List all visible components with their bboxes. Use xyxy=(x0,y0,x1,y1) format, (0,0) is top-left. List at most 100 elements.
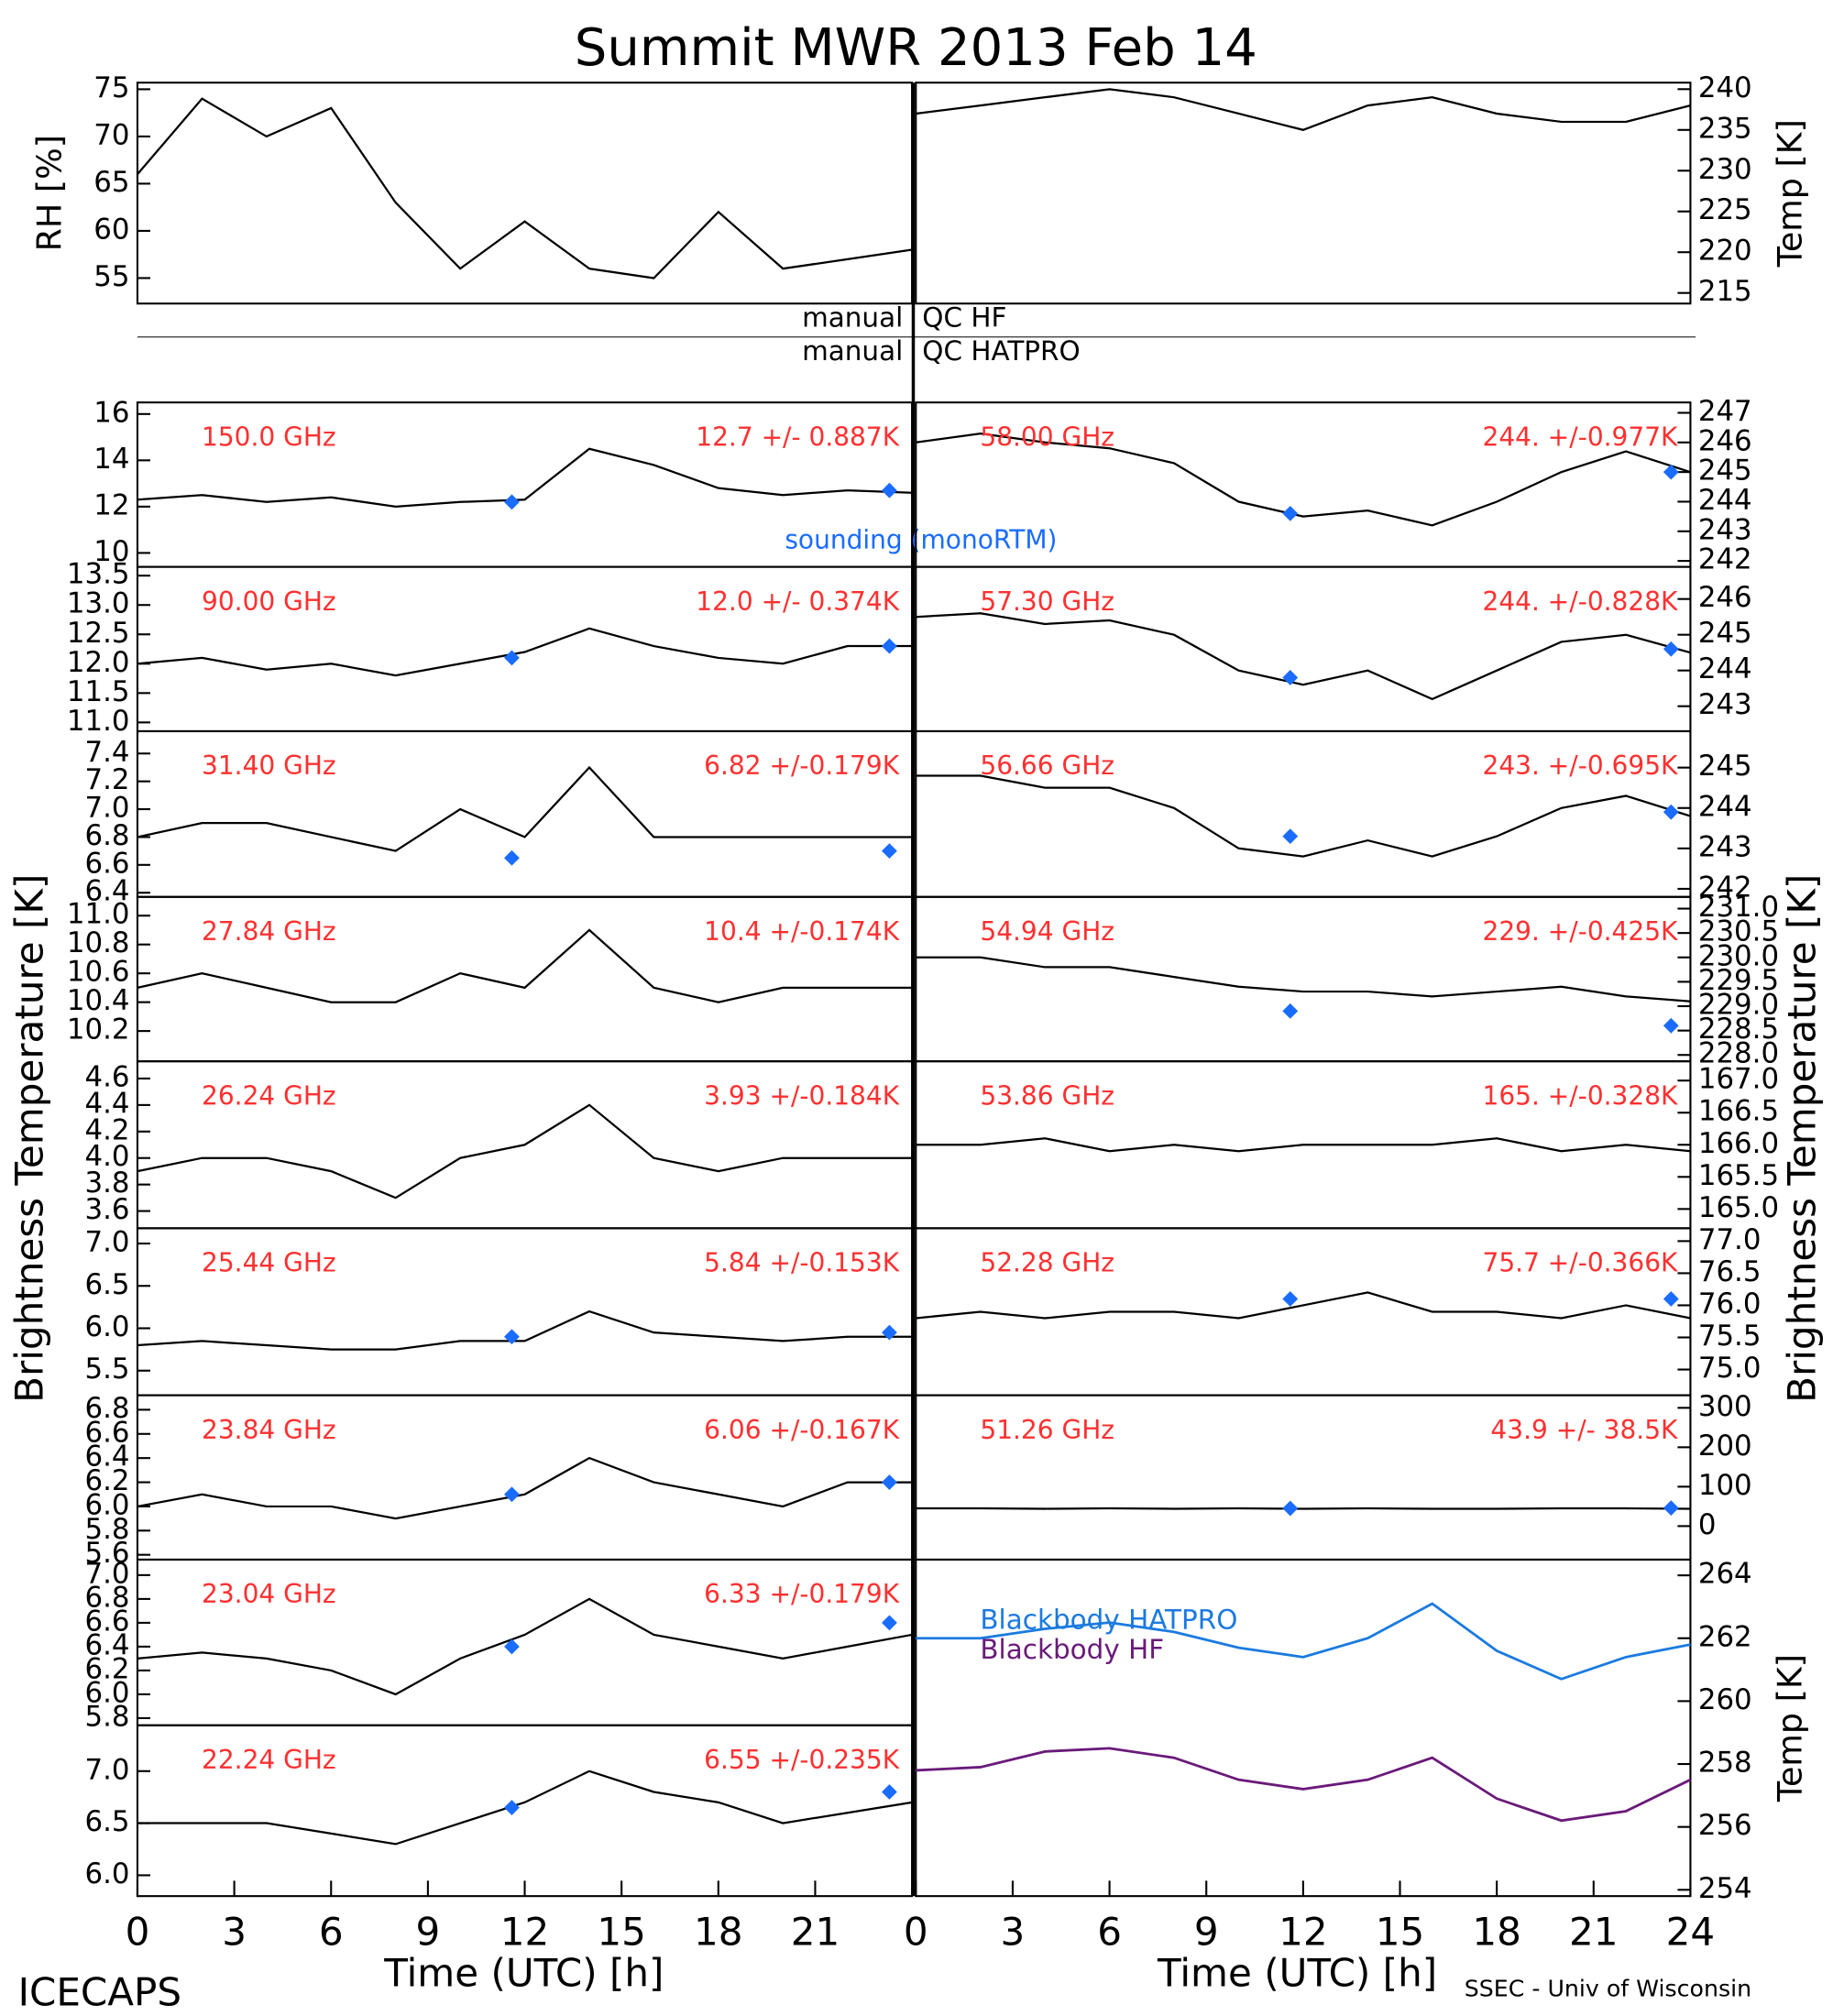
y-tick-label: 258 xyxy=(1698,1747,1752,1780)
frequency-label: 56.66 GHz xyxy=(980,751,1114,781)
stats-label: 3.93 +/-0.184K xyxy=(704,1080,900,1111)
frequency-label: 27.84 GHz xyxy=(202,916,336,947)
qc-label: manual xyxy=(802,302,903,334)
stats-label: 6.82 +/-0.179K xyxy=(704,751,900,781)
y-tick-label: 235 xyxy=(1698,112,1752,145)
y-tick-label: 6.6 xyxy=(85,1416,130,1449)
y-tick-label: 100 xyxy=(1698,1469,1752,1502)
x-axis-label: Time (UTC) [h] xyxy=(1157,1951,1437,1996)
y-tick-label: 12.5 xyxy=(67,617,130,650)
y-tick-label: 75.5 xyxy=(1698,1320,1762,1353)
frequency-label: 150.0 GHz xyxy=(202,422,336,452)
y-tick-label: 225 xyxy=(1698,193,1752,226)
x-tick-label: 9 xyxy=(416,1910,441,1955)
x-tick-label: 18 xyxy=(1472,1910,1520,1955)
data-line xyxy=(916,612,1691,701)
y-tick-label: 13.5 xyxy=(67,558,130,591)
y-tick-label: 215 xyxy=(1698,275,1752,308)
y-tick-label: 10.8 xyxy=(67,926,130,959)
y-tick-label: 75.0 xyxy=(1698,1352,1762,1385)
frequency-label: 58.00 GHz xyxy=(980,422,1114,452)
x-tick-label: 3 xyxy=(222,1910,247,1955)
y-tick-label: 300 xyxy=(1698,1390,1752,1423)
y-tick-label: 6.0 xyxy=(85,1488,130,1521)
y-tick-label: 16 xyxy=(93,396,129,429)
data-line xyxy=(916,1747,1692,1823)
sounding-label: sounding (monoRTM) xyxy=(785,525,1057,555)
x-tick-label: 15 xyxy=(597,1910,645,1955)
y-tick-label: 6.2 xyxy=(85,1652,130,1685)
y-tick-label: 6.2 xyxy=(85,1464,130,1497)
title: Summit MWR 2013 Feb 14 xyxy=(575,18,1257,78)
x-tick-label: 6 xyxy=(1097,1910,1122,1955)
y-tick-label: 6.0 xyxy=(85,1676,130,1709)
y-tick-label: 77.0 xyxy=(1698,1223,1762,1256)
data-line xyxy=(916,88,1691,131)
y-tick-label: 231.0 xyxy=(1698,891,1779,924)
sounding-point xyxy=(504,650,520,666)
y-tick-label: 229.5 xyxy=(1698,964,1779,997)
y-tick-label: 76.5 xyxy=(1698,1255,1762,1288)
frequency-label: 57.30 GHz xyxy=(980,586,1114,617)
x-tick-label: 0 xyxy=(126,1910,150,1955)
y-tick-label: 10.4 xyxy=(67,984,130,1017)
x-tick-label: 21 xyxy=(791,1910,840,1955)
y-tick-label: 244 xyxy=(1698,790,1752,823)
y-tick-label: 200 xyxy=(1698,1430,1752,1463)
y-tick-label: 247 xyxy=(1698,395,1752,428)
stats-label: 165. +/-0.328K xyxy=(1483,1080,1679,1111)
sounding-point xyxy=(1282,670,1299,685)
x-axis-label: Time (UTC) [h] xyxy=(383,1951,664,1996)
y-tick-label: 5.6 xyxy=(85,1537,130,1570)
sounding-point xyxy=(504,1800,520,1815)
y-axis-label: Brightness Temperature [K] xyxy=(7,874,52,1403)
data-line xyxy=(916,1602,1691,1681)
sounding-point xyxy=(1663,464,1679,480)
data-line xyxy=(137,1597,913,1696)
y-tick-label: 11.0 xyxy=(67,705,130,738)
sounding-point xyxy=(882,482,897,499)
data-line xyxy=(137,765,913,852)
stats-label: 244. +/-0.828K xyxy=(1483,586,1679,617)
qc-label: QC HF xyxy=(922,302,1006,334)
sounding-point xyxy=(1282,828,1299,845)
y-tick-label: 245 xyxy=(1698,617,1752,650)
y-tick-label: 240 xyxy=(1698,71,1752,104)
y-tick-label: 6.8 xyxy=(85,1581,130,1614)
sounding-point xyxy=(504,1486,520,1503)
qc-label: QC HATPRO xyxy=(922,335,1080,367)
x-tick-label: 12 xyxy=(1279,1910,1327,1955)
y-tick-label: 6.6 xyxy=(85,1605,130,1638)
panel-frame xyxy=(915,82,1692,305)
y-axis-label: Brightness Temperature [K] xyxy=(1780,874,1825,1403)
data-line xyxy=(916,432,1691,527)
stats-label: 243. +/-0.695K xyxy=(1483,751,1679,781)
y-tick-label: 7.2 xyxy=(85,763,130,796)
y-tick-label: 6.8 xyxy=(85,819,130,852)
y-tick-label: 7.0 xyxy=(85,1557,130,1590)
y-tick-label: 6.0 xyxy=(85,1857,130,1890)
frequency-label: 54.94 GHz xyxy=(980,916,1114,947)
y-tick-label: 12.0 xyxy=(67,646,130,679)
y-tick-label: 7.0 xyxy=(85,792,130,825)
y-axis-label: RH [%] xyxy=(30,135,70,251)
stats-label: 75.7 +/-0.366K xyxy=(1483,1248,1679,1278)
y-tick-label: 242 xyxy=(1698,871,1752,904)
y-tick-label: 256 xyxy=(1698,1809,1752,1842)
y-tick-label: 165.5 xyxy=(1698,1159,1779,1192)
sounding-point xyxy=(882,1324,897,1341)
y-tick-label: 4.2 xyxy=(85,1113,130,1146)
y-tick-label: 264 xyxy=(1698,1558,1752,1591)
data-line xyxy=(137,928,913,1003)
y-tick-label: 7.0 xyxy=(85,1226,130,1259)
data-line xyxy=(916,1137,1691,1153)
data-line xyxy=(137,1456,913,1520)
frequency-label: 26.24 GHz xyxy=(202,1080,336,1111)
y-tick-label: 10.6 xyxy=(67,956,130,989)
y-tick-label: 167.0 xyxy=(1698,1063,1779,1096)
sounding-point xyxy=(882,638,897,654)
y-tick-label: 5.8 xyxy=(85,1513,130,1546)
y-tick-label: 75 xyxy=(93,71,129,104)
y-tick-label: 246 xyxy=(1698,581,1752,614)
sounding-point xyxy=(882,1784,897,1800)
